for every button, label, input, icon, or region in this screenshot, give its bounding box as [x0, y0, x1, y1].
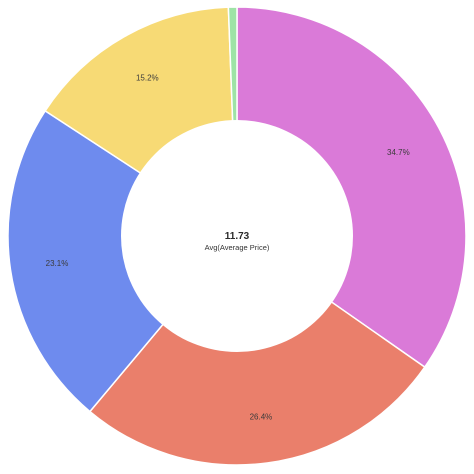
donut-slice-2[interactable] [7, 109, 239, 413]
slices-layer [7, 6, 467, 466]
slice-label-3: 15.2% [136, 74, 159, 83]
slice-labels-layer: 34.7% 26.4% 23.1% 15.2% [46, 74, 410, 422]
slice-label-0: 34.7% [387, 148, 410, 157]
slice-label-1: 26.4% [250, 412, 273, 421]
slice-label-2: 23.1% [46, 259, 69, 268]
center-value: 11.73 [225, 231, 250, 242]
donut-slice-1[interactable] [88, 234, 426, 466]
center-label: Avg(Average Price) [205, 243, 270, 252]
donut-slice-0[interactable] [236, 6, 467, 369]
donut-hole [121, 120, 353, 352]
